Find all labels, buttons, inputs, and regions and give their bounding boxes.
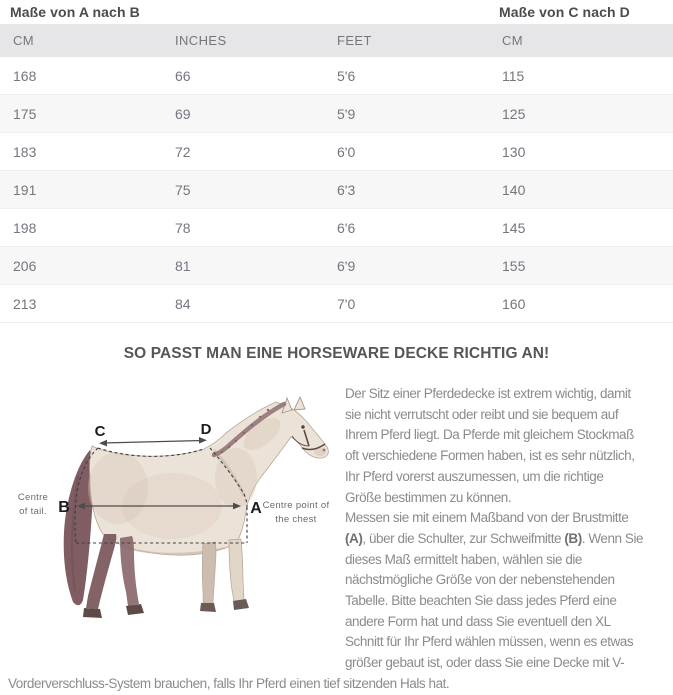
horse-measurement-diagram: C D B A Centre of tail. Centre point of … bbox=[0, 386, 345, 638]
table-cell: 145 bbox=[502, 219, 526, 236]
table-cell: 7'0 bbox=[337, 295, 356, 312]
table-titles: Maße von A nach B Maße von C nach D bbox=[0, 0, 673, 24]
bridle bbox=[291, 429, 326, 451]
table-cell: 72 bbox=[175, 143, 191, 160]
table-row: 213 84 7'0 160 bbox=[0, 285, 673, 323]
front-leg-near bbox=[228, 538, 245, 602]
table-cell: 155 bbox=[502, 257, 526, 274]
table-cell: 125 bbox=[502, 105, 526, 122]
size-table: Maße von A nach B Maße von C nach D CM I… bbox=[0, 0, 673, 323]
text-line: Ihr Pferd vorerst auszumessen, um die ri… bbox=[345, 468, 604, 484]
column-header-inches: INCHES bbox=[175, 33, 227, 48]
text-line: (A), über die Schulter, zur Schweifmitte… bbox=[345, 530, 644, 546]
table-cell: 6'0 bbox=[337, 143, 356, 160]
hind-leg-far bbox=[120, 536, 139, 606]
horse-diagram-svg: C D B A Centre of tail. Centre point of … bbox=[18, 395, 330, 618]
table-cell: 6'9 bbox=[337, 257, 356, 274]
caption-chest-line2: the chest bbox=[275, 514, 316, 525]
hind-leg-near bbox=[86, 534, 117, 609]
text-line: Größe bestimmen zu können. bbox=[345, 489, 512, 505]
table-cell: 183 bbox=[13, 143, 37, 160]
cd-measure-arrow bbox=[99, 437, 207, 447]
text-line: Ihrem Pferd liegt. Da Pferde mit gleiche… bbox=[345, 427, 634, 443]
text-line: Der Sitz einer Pferdedecke ist extrem wi… bbox=[345, 386, 631, 401]
table-row: 175 69 5'9 125 bbox=[0, 95, 673, 133]
text-line: nächstmögliche Größe von der nebenstehen… bbox=[345, 572, 615, 588]
label-c: C bbox=[95, 423, 106, 440]
label-a: A bbox=[250, 500, 262, 517]
fitting-guide-section: C D B A Centre of tail. Centre point of … bbox=[0, 384, 673, 695]
text-line: andere Form hat und dass Sie eventuell d… bbox=[345, 613, 611, 629]
table-title-left: Maße von A nach B bbox=[10, 4, 140, 20]
column-header-cm-cd: CM bbox=[502, 33, 524, 48]
table-cell: 175 bbox=[13, 105, 37, 122]
column-header-cm-ab: CM bbox=[13, 33, 35, 48]
table-cell: 6'3 bbox=[337, 181, 356, 198]
table-cell: 198 bbox=[13, 219, 37, 236]
table-cell: 213 bbox=[13, 295, 37, 312]
label-b: B bbox=[58, 499, 70, 516]
label-d: D bbox=[201, 421, 212, 438]
table-title-right: Maße von C nach D bbox=[499, 4, 630, 20]
text-line: dieses Maß ermittelt haben, wählen sie d… bbox=[345, 551, 582, 567]
caption-chest-line1: Centre point of bbox=[263, 500, 330, 511]
table-cell: 191 bbox=[13, 181, 37, 198]
description-last-line: Vorderverschluss-System brauchen, falls … bbox=[8, 675, 450, 691]
table-cell: 84 bbox=[175, 295, 191, 312]
table-cell: 78 bbox=[175, 219, 191, 236]
column-header-feet: FEET bbox=[337, 33, 372, 48]
front-leg-far bbox=[201, 541, 217, 604]
horse-eye bbox=[301, 425, 305, 429]
table-cell: 168 bbox=[13, 67, 37, 84]
ba-measure-arrow bbox=[77, 502, 241, 510]
table-cell: 140 bbox=[502, 181, 526, 198]
text-line: sie nicht verrutscht oder reibt und sie … bbox=[345, 406, 619, 422]
table-cell: 6'6 bbox=[337, 219, 356, 236]
table-cell: 115 bbox=[502, 67, 525, 84]
text-line: Messen sie mit einem Maßband von der Bru… bbox=[345, 510, 629, 526]
blanket-dashed-outline bbox=[74, 447, 248, 544]
size-table-header: CM INCHES FEET CM bbox=[0, 24, 673, 57]
horse-tail bbox=[63, 450, 94, 606]
text-line: oft verschiedene Formen haben, ist es se… bbox=[345, 448, 635, 464]
table-cell: 160 bbox=[502, 295, 526, 312]
table-cell: 5'6 bbox=[337, 67, 356, 84]
caption-centre-of-tail-line1: Centre bbox=[18, 492, 48, 503]
text-line: größer gebaut ist, oder dass Sie eine De… bbox=[345, 655, 625, 671]
table-cell: 66 bbox=[175, 67, 191, 84]
table-row: 191 75 6'3 140 bbox=[0, 171, 673, 209]
table-row: 198 78 6'6 145 bbox=[0, 209, 673, 247]
text-line: Tabelle. Bitte beachten Sie dass jedes P… bbox=[345, 593, 617, 609]
description-text: Der Sitz einer Pferdedecke ist extrem wi… bbox=[345, 384, 673, 674]
text-line: Schnitt für Ihr Pferd wählen müssen, wen… bbox=[345, 634, 634, 650]
size-table-body: 168 66 5'6 115 175 69 5'9 125 183 72 6'0 130 191 75 6'… bbox=[0, 57, 673, 323]
table-row: 206 81 6'9 155 bbox=[0, 247, 673, 285]
table-cell: 81 bbox=[175, 257, 191, 274]
table-row: 168 66 5'6 115 bbox=[0, 57, 673, 95]
horse-illustration bbox=[83, 395, 329, 618]
table-cell: 5'9 bbox=[337, 105, 356, 122]
caption-centre-of-tail-line2: of tail. bbox=[19, 506, 47, 517]
table-cell: 130 bbox=[502, 143, 526, 160]
table-cell: 69 bbox=[175, 105, 191, 122]
table-cell: 206 bbox=[13, 257, 37, 274]
section-heading: SO PASST MAN EINE HORSEWARE DECKE RICHTI… bbox=[123, 345, 550, 362]
horse-ear-right bbox=[293, 395, 306, 411]
table-row: 183 72 6'0 130 bbox=[0, 133, 673, 171]
table-cell: 75 bbox=[175, 181, 191, 198]
mane-braids bbox=[220, 408, 270, 454]
horse-mane bbox=[211, 401, 287, 458]
horse-nostril bbox=[322, 448, 326, 452]
